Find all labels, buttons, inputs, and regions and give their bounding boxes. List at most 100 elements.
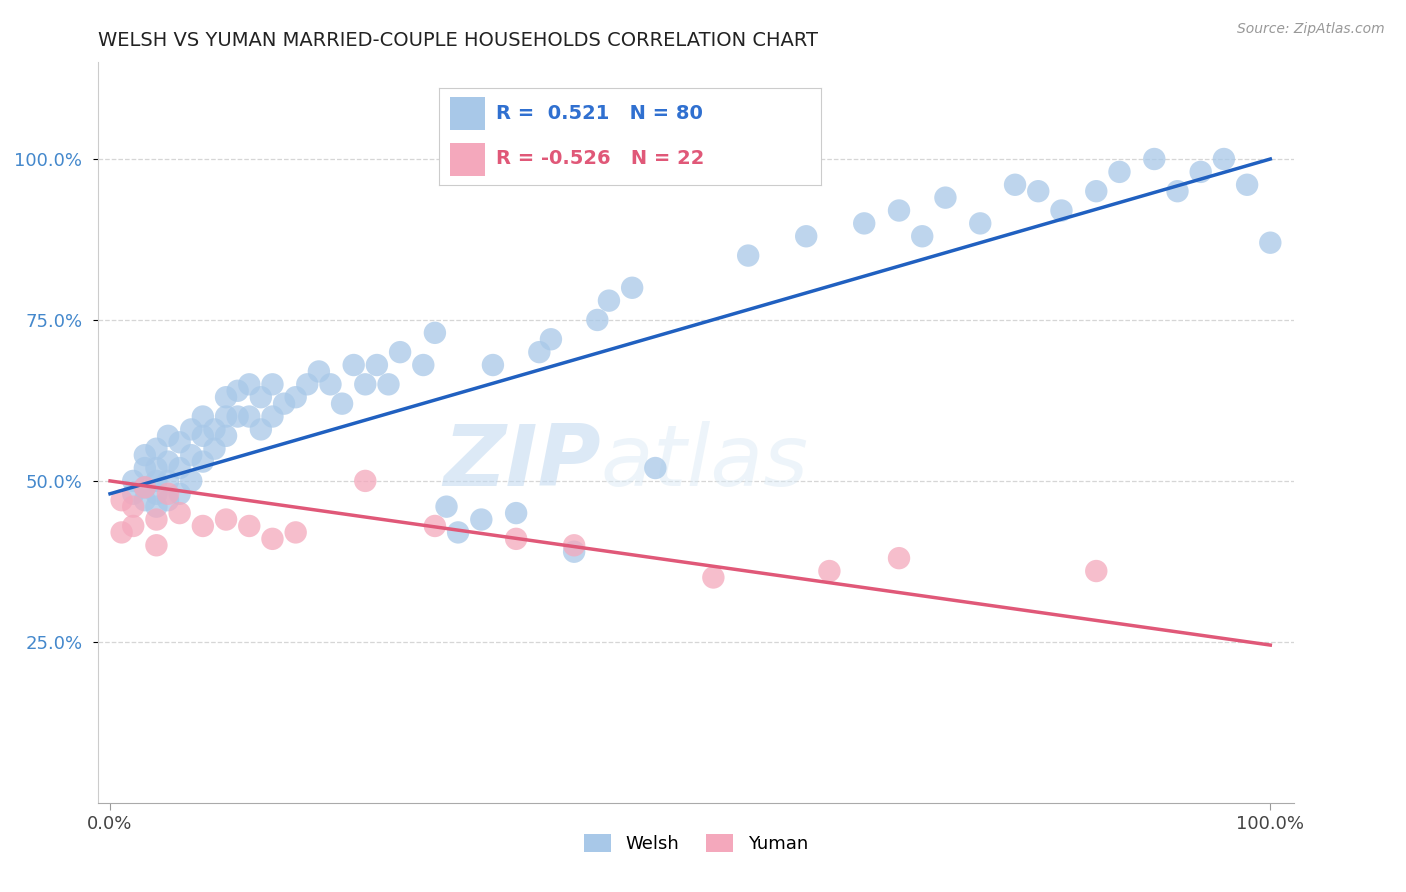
Welsh — [969, 216, 991, 230]
Welsh — [1166, 184, 1188, 198]
Yuman — [505, 532, 527, 546]
Welsh — [470, 512, 492, 526]
Welsh — [134, 461, 156, 475]
Welsh — [157, 474, 180, 488]
Welsh — [169, 435, 191, 450]
Welsh — [215, 409, 238, 424]
Welsh — [226, 384, 249, 398]
Welsh — [169, 461, 191, 475]
Welsh — [308, 364, 330, 378]
Welsh — [887, 203, 910, 218]
Welsh — [180, 474, 202, 488]
Welsh — [1143, 152, 1166, 166]
Welsh — [1050, 203, 1073, 218]
Welsh — [145, 442, 167, 456]
Welsh — [297, 377, 319, 392]
Welsh — [169, 487, 191, 501]
Welsh — [204, 422, 226, 436]
Welsh — [853, 216, 876, 230]
Yuman — [111, 525, 134, 540]
Yuman — [702, 570, 724, 584]
Welsh — [204, 442, 226, 456]
Welsh — [134, 493, 156, 508]
Welsh — [180, 448, 202, 462]
Welsh — [330, 397, 353, 411]
Yuman — [238, 519, 260, 533]
Yuman — [169, 506, 191, 520]
Welsh — [284, 390, 307, 404]
Welsh — [250, 422, 273, 436]
Yuman — [354, 474, 377, 488]
Welsh — [250, 390, 273, 404]
Yuman — [157, 487, 180, 501]
Yuman — [423, 519, 446, 533]
Welsh — [157, 429, 180, 443]
Welsh — [366, 358, 388, 372]
Yuman — [145, 538, 167, 552]
Yuman — [284, 525, 307, 540]
Welsh — [389, 345, 412, 359]
Yuman — [562, 538, 585, 552]
Welsh — [157, 454, 180, 468]
Welsh — [482, 358, 505, 372]
Welsh — [145, 474, 167, 488]
Welsh — [1108, 165, 1130, 179]
Yuman — [122, 500, 145, 514]
Welsh — [598, 293, 620, 308]
Welsh — [238, 377, 260, 392]
Welsh — [412, 358, 434, 372]
Welsh — [262, 409, 284, 424]
Welsh — [586, 313, 609, 327]
Welsh — [238, 409, 260, 424]
Yuman — [145, 512, 167, 526]
Welsh — [262, 377, 284, 392]
Yuman — [134, 480, 156, 494]
Welsh — [794, 229, 817, 244]
Welsh — [911, 229, 934, 244]
Welsh — [122, 487, 145, 501]
Text: WELSH VS YUMAN MARRIED-COUPLE HOUSEHOLDS CORRELATION CHART: WELSH VS YUMAN MARRIED-COUPLE HOUSEHOLDS… — [98, 30, 818, 50]
Text: Source: ZipAtlas.com: Source: ZipAtlas.com — [1237, 22, 1385, 37]
Welsh — [343, 358, 366, 372]
Yuman — [262, 532, 284, 546]
Welsh — [505, 506, 527, 520]
Welsh — [1004, 178, 1026, 192]
Welsh — [562, 545, 585, 559]
Welsh — [1085, 184, 1108, 198]
Yuman — [887, 551, 910, 566]
Welsh — [226, 409, 249, 424]
Welsh — [215, 429, 238, 443]
Welsh — [354, 377, 377, 392]
Yuman — [1085, 564, 1108, 578]
Welsh — [529, 345, 551, 359]
Welsh — [191, 454, 214, 468]
Welsh — [737, 249, 759, 263]
Welsh — [447, 525, 470, 540]
Welsh — [122, 474, 145, 488]
Welsh — [423, 326, 446, 340]
Welsh — [644, 461, 666, 475]
Welsh — [134, 448, 156, 462]
Text: atlas: atlas — [600, 421, 808, 504]
Yuman — [215, 512, 238, 526]
Welsh — [215, 390, 238, 404]
Yuman — [818, 564, 841, 578]
Welsh — [934, 191, 956, 205]
Yuman — [191, 519, 214, 533]
Welsh — [319, 377, 342, 392]
Welsh — [191, 429, 214, 443]
Welsh — [191, 409, 214, 424]
Legend: Welsh, Yuman: Welsh, Yuman — [576, 827, 815, 861]
Welsh — [540, 332, 562, 346]
Yuman — [111, 493, 134, 508]
Welsh — [157, 493, 180, 508]
Yuman — [122, 519, 145, 533]
Welsh — [1258, 235, 1281, 250]
Welsh — [621, 281, 644, 295]
Welsh — [377, 377, 399, 392]
Welsh — [145, 487, 167, 501]
Welsh — [1189, 165, 1212, 179]
Text: ZIP: ZIP — [443, 421, 600, 504]
Welsh — [134, 480, 156, 494]
Welsh — [436, 500, 458, 514]
